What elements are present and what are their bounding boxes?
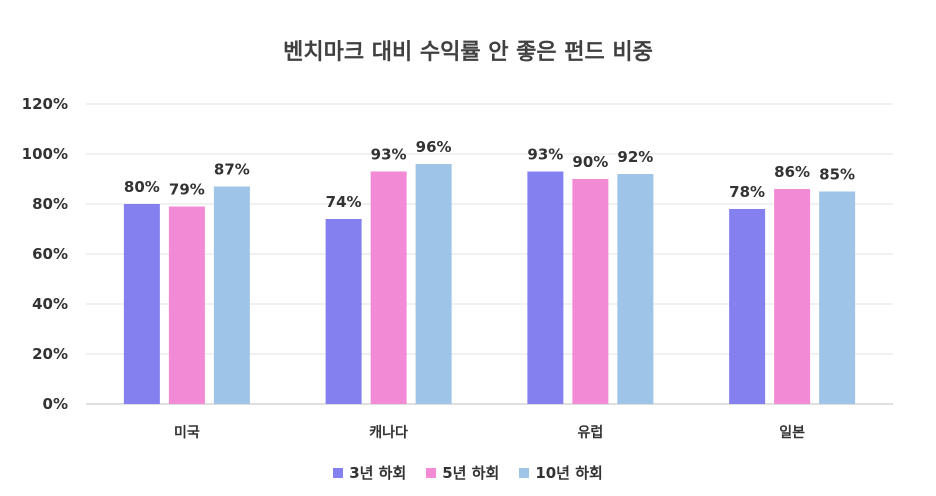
bar (325, 219, 362, 404)
data-label: 96% (416, 138, 452, 156)
bar (774, 189, 811, 404)
gridlines (86, 103, 893, 405)
data-label: 79% (169, 181, 205, 199)
category-label: 일본 (779, 425, 805, 441)
legend-label-10y: 10년 하회 (535, 464, 603, 482)
legend-label-3y: 3년 하회 (349, 464, 407, 482)
y-tick-label: 100% (22, 145, 68, 163)
data-label: 93% (371, 146, 407, 164)
data-label: 93% (527, 146, 563, 164)
data-labels: 80% 79% 87% 74% 93% 96% 93% 90% 92% 78% 86% 85% (124, 138, 855, 211)
bar (527, 171, 564, 404)
bar (370, 171, 407, 404)
x-axis-category-labels: 미국 캐나다 유럽 일본 (174, 425, 805, 441)
bar (729, 209, 766, 404)
data-label: 86% (774, 163, 810, 181)
category-label: 미국 (174, 425, 200, 441)
legend-item-5y: 5년 하회 (426, 462, 499, 483)
data-label: 74% (326, 193, 362, 211)
y-tick-label: 80% (32, 195, 68, 213)
bar (415, 164, 452, 404)
bar (168, 206, 205, 404)
y-tick-label: 40% (32, 295, 68, 313)
legend-swatch-5y (426, 467, 437, 478)
data-label: 92% (617, 148, 653, 166)
y-axis-tick-labels: 0% 20% 40% 60% 80% 100% 120% (22, 95, 68, 413)
legend-label-5y: 5년 하회 (442, 464, 500, 482)
bars (123, 164, 856, 404)
legend-swatch-3y (333, 467, 344, 478)
data-label: 78% (729, 183, 765, 201)
bar (572, 179, 609, 404)
data-label: 90% (572, 153, 608, 171)
legend-item-10y: 10년 하회 (519, 462, 603, 483)
legend-swatch-10y (519, 467, 530, 478)
y-tick-label: 20% (32, 345, 68, 363)
data-label: 87% (214, 161, 250, 179)
category-label: 캐나다 (369, 425, 408, 441)
legend-item-3y: 3년 하회 (333, 462, 406, 483)
bar (617, 174, 654, 404)
bar (819, 191, 856, 404)
y-tick-label: 120% (22, 95, 68, 113)
category-label: 유럽 (577, 425, 603, 441)
y-tick-label: 60% (32, 245, 68, 263)
data-label: 85% (819, 166, 855, 184)
bar (213, 186, 250, 404)
data-label: 80% (124, 178, 160, 196)
bar (123, 204, 160, 404)
legend: 3년 하회 5년 하회 10년 하회 (0, 462, 936, 483)
chart-title: 벤치마크 대비 수익률 안 좋은 펀드 비중 (283, 40, 653, 65)
y-tick-label: 0% (43, 395, 68, 413)
